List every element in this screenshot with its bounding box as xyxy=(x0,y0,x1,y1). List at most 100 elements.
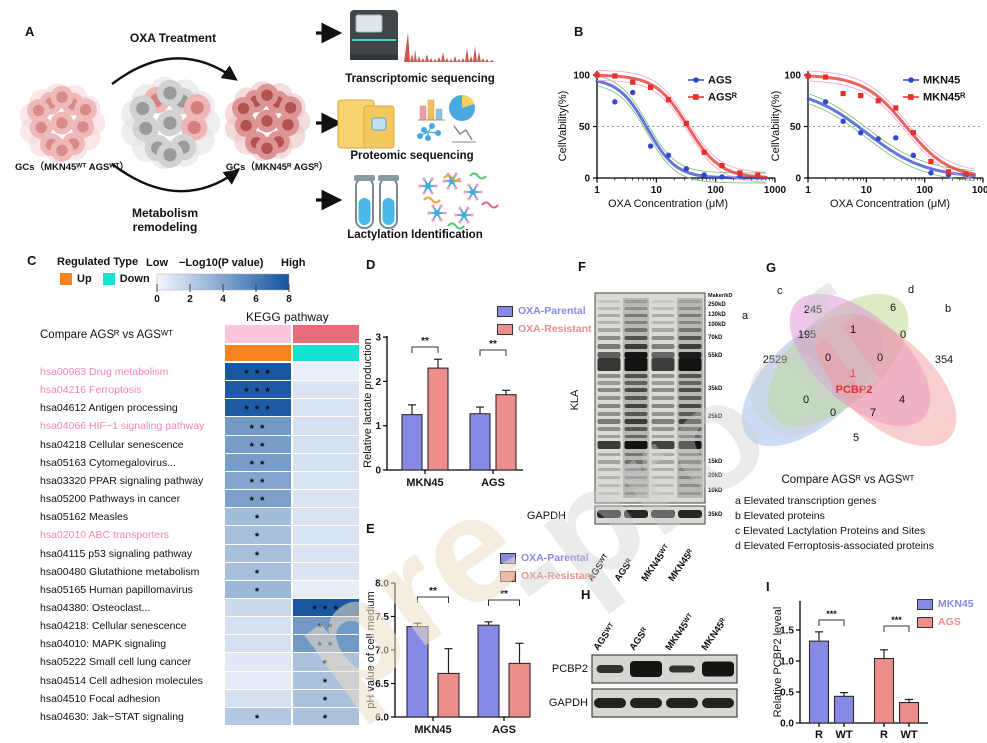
venn-count-cb: 4 xyxy=(898,394,906,406)
significance-stars: * * * xyxy=(244,368,272,381)
x-tick: 1000 xyxy=(764,185,787,196)
venn-count-adb: 0 xyxy=(829,407,837,419)
significance-marker: ** xyxy=(421,336,429,347)
y-axis-label: pH value of cell medium xyxy=(365,591,377,708)
significance-marker: ** xyxy=(500,589,508,600)
y-tick: 50 xyxy=(790,122,802,133)
bar-MKN45-OXA-Parental xyxy=(406,625,429,718)
lane-label: AGSᵂᵀ xyxy=(591,621,618,652)
heatmap-cell: * * xyxy=(225,417,291,435)
panel-g-label: G xyxy=(766,260,777,275)
venn-count-b: 354 xyxy=(934,354,954,366)
transcriptomic-label: Transcriptomic sequencing xyxy=(345,73,495,85)
significance-stars: * * xyxy=(249,495,267,508)
x-tick: 10 xyxy=(651,185,663,196)
heatmap-cell xyxy=(293,526,359,544)
y-tick: 7.5 xyxy=(375,612,389,623)
kegg-heatmap: * * * * * * * * * * * * * * * * * * * * * * * * * * *… xyxy=(225,325,359,729)
pathway-label: hsa04380: Osteoclast... xyxy=(40,601,151,614)
molecule-icon-3 xyxy=(427,204,447,222)
heatmap-cell: * xyxy=(293,689,359,707)
x-tick: 100 xyxy=(916,185,933,196)
venn-count-a: 2529 xyxy=(762,354,788,366)
heatmap-cell: * * * xyxy=(225,363,291,381)
bar-MKN45-OXA-Parental xyxy=(401,414,423,471)
lane-label: AGSᴿ xyxy=(612,556,636,583)
heatmap-cell xyxy=(225,653,291,671)
significance-stars: * * xyxy=(249,476,267,489)
pathway-label: hsa04630: Jak−STAT signaling xyxy=(40,710,184,723)
lactate-legend: OXA-Parental OXA-Resistant xyxy=(497,302,592,338)
pathway-label: hsa00983 Drug metabolism xyxy=(40,366,169,378)
x-tick: 1 xyxy=(594,185,600,196)
y-tick: 8.0 xyxy=(375,579,389,590)
y-tick: 3 xyxy=(375,333,381,344)
significance-marker: ** xyxy=(429,586,437,597)
significance-stars: * * xyxy=(249,440,267,453)
pathway-label: hsa04010: MAPK signaling xyxy=(40,638,167,651)
significance-stars: * xyxy=(322,712,330,725)
heatmap-cell xyxy=(293,435,359,453)
venn-center-gene: PCBP2 xyxy=(835,384,873,396)
scale-low-label: Low xyxy=(146,257,168,269)
pathway-label: hsa04216 Ferroptosis xyxy=(40,384,142,397)
heatmap-cell: * xyxy=(225,508,291,526)
molecule-icon-4 xyxy=(454,206,474,224)
x-tick-label: R xyxy=(880,729,888,741)
significance-stars: * xyxy=(254,712,262,725)
y-tick: 0 xyxy=(375,466,381,477)
y-tick: 0 xyxy=(584,174,590,185)
regulated-type-title: Regulated Type xyxy=(57,256,139,268)
pathway-label: hsa05162 Measles xyxy=(40,511,129,524)
cell-cluster-gray xyxy=(121,76,221,170)
venn-set-a: a xyxy=(742,310,749,322)
resistant-label: OXA-Resistant xyxy=(518,323,592,335)
bar-WT-3 xyxy=(898,701,920,724)
marker-label: 20kD xyxy=(708,473,723,479)
x-tick: 1 xyxy=(805,185,811,196)
parental-label: OXA-Parental xyxy=(521,552,589,564)
venn-diagram xyxy=(741,293,957,447)
heatmap-cell: * xyxy=(225,562,291,580)
y-tick: 7.0 xyxy=(375,646,389,657)
significance-marker: ** xyxy=(489,339,497,350)
significance-stars: * xyxy=(322,676,330,689)
panel-d-label: D xyxy=(366,257,376,272)
significance-stars: * xyxy=(254,567,262,580)
heatmap-cell xyxy=(225,671,291,689)
venn-legend-item: b Elevated proteins xyxy=(735,510,825,522)
y-axis-label: CellVability(%) xyxy=(557,91,569,162)
panel-h-label: H xyxy=(581,587,591,602)
heatmap-cell xyxy=(293,381,359,399)
down-swatch xyxy=(102,273,115,286)
gcs-resistant-label: GCs（MKN45ᴿ AGSᴿ） xyxy=(225,162,329,173)
lane-label: MKN45ᴿ xyxy=(699,616,729,653)
bar-AGS-OXA-Resistant xyxy=(495,394,517,471)
bar-R-0 xyxy=(808,640,830,724)
bar-AGS-OXA-Parental xyxy=(477,624,500,718)
blot-protein-label: KLA xyxy=(569,389,581,410)
x-tick: 1000 xyxy=(972,185,987,196)
heatmap-cell: * * * xyxy=(225,381,291,399)
test-tube-icon-1 xyxy=(378,175,399,229)
venn-set-d: d xyxy=(908,284,915,296)
lane-label: MKN45ᵂᵀ xyxy=(663,612,696,653)
x-tick-label: WT xyxy=(900,729,917,741)
marker-label: 25kD xyxy=(708,414,723,420)
venn-count-cdb: 0 xyxy=(876,352,884,364)
x-tick: 100 xyxy=(707,185,724,196)
x-tick: 10 xyxy=(861,185,873,196)
heatmap-cell xyxy=(225,635,291,653)
heatmap-cell xyxy=(293,490,359,508)
heatmap-cell: * xyxy=(225,526,291,544)
blot-loading-label: GAPDH xyxy=(527,510,566,522)
heatmap-cell xyxy=(293,399,359,417)
heatmap-cell xyxy=(225,617,291,635)
heatmap-cell xyxy=(293,363,359,381)
pathway-label: hsa02010 ABC transporters xyxy=(40,529,169,542)
heatmap-cell: * * xyxy=(225,490,291,508)
marker-label: 250kD xyxy=(708,302,726,308)
spectrum-icon xyxy=(404,32,500,62)
